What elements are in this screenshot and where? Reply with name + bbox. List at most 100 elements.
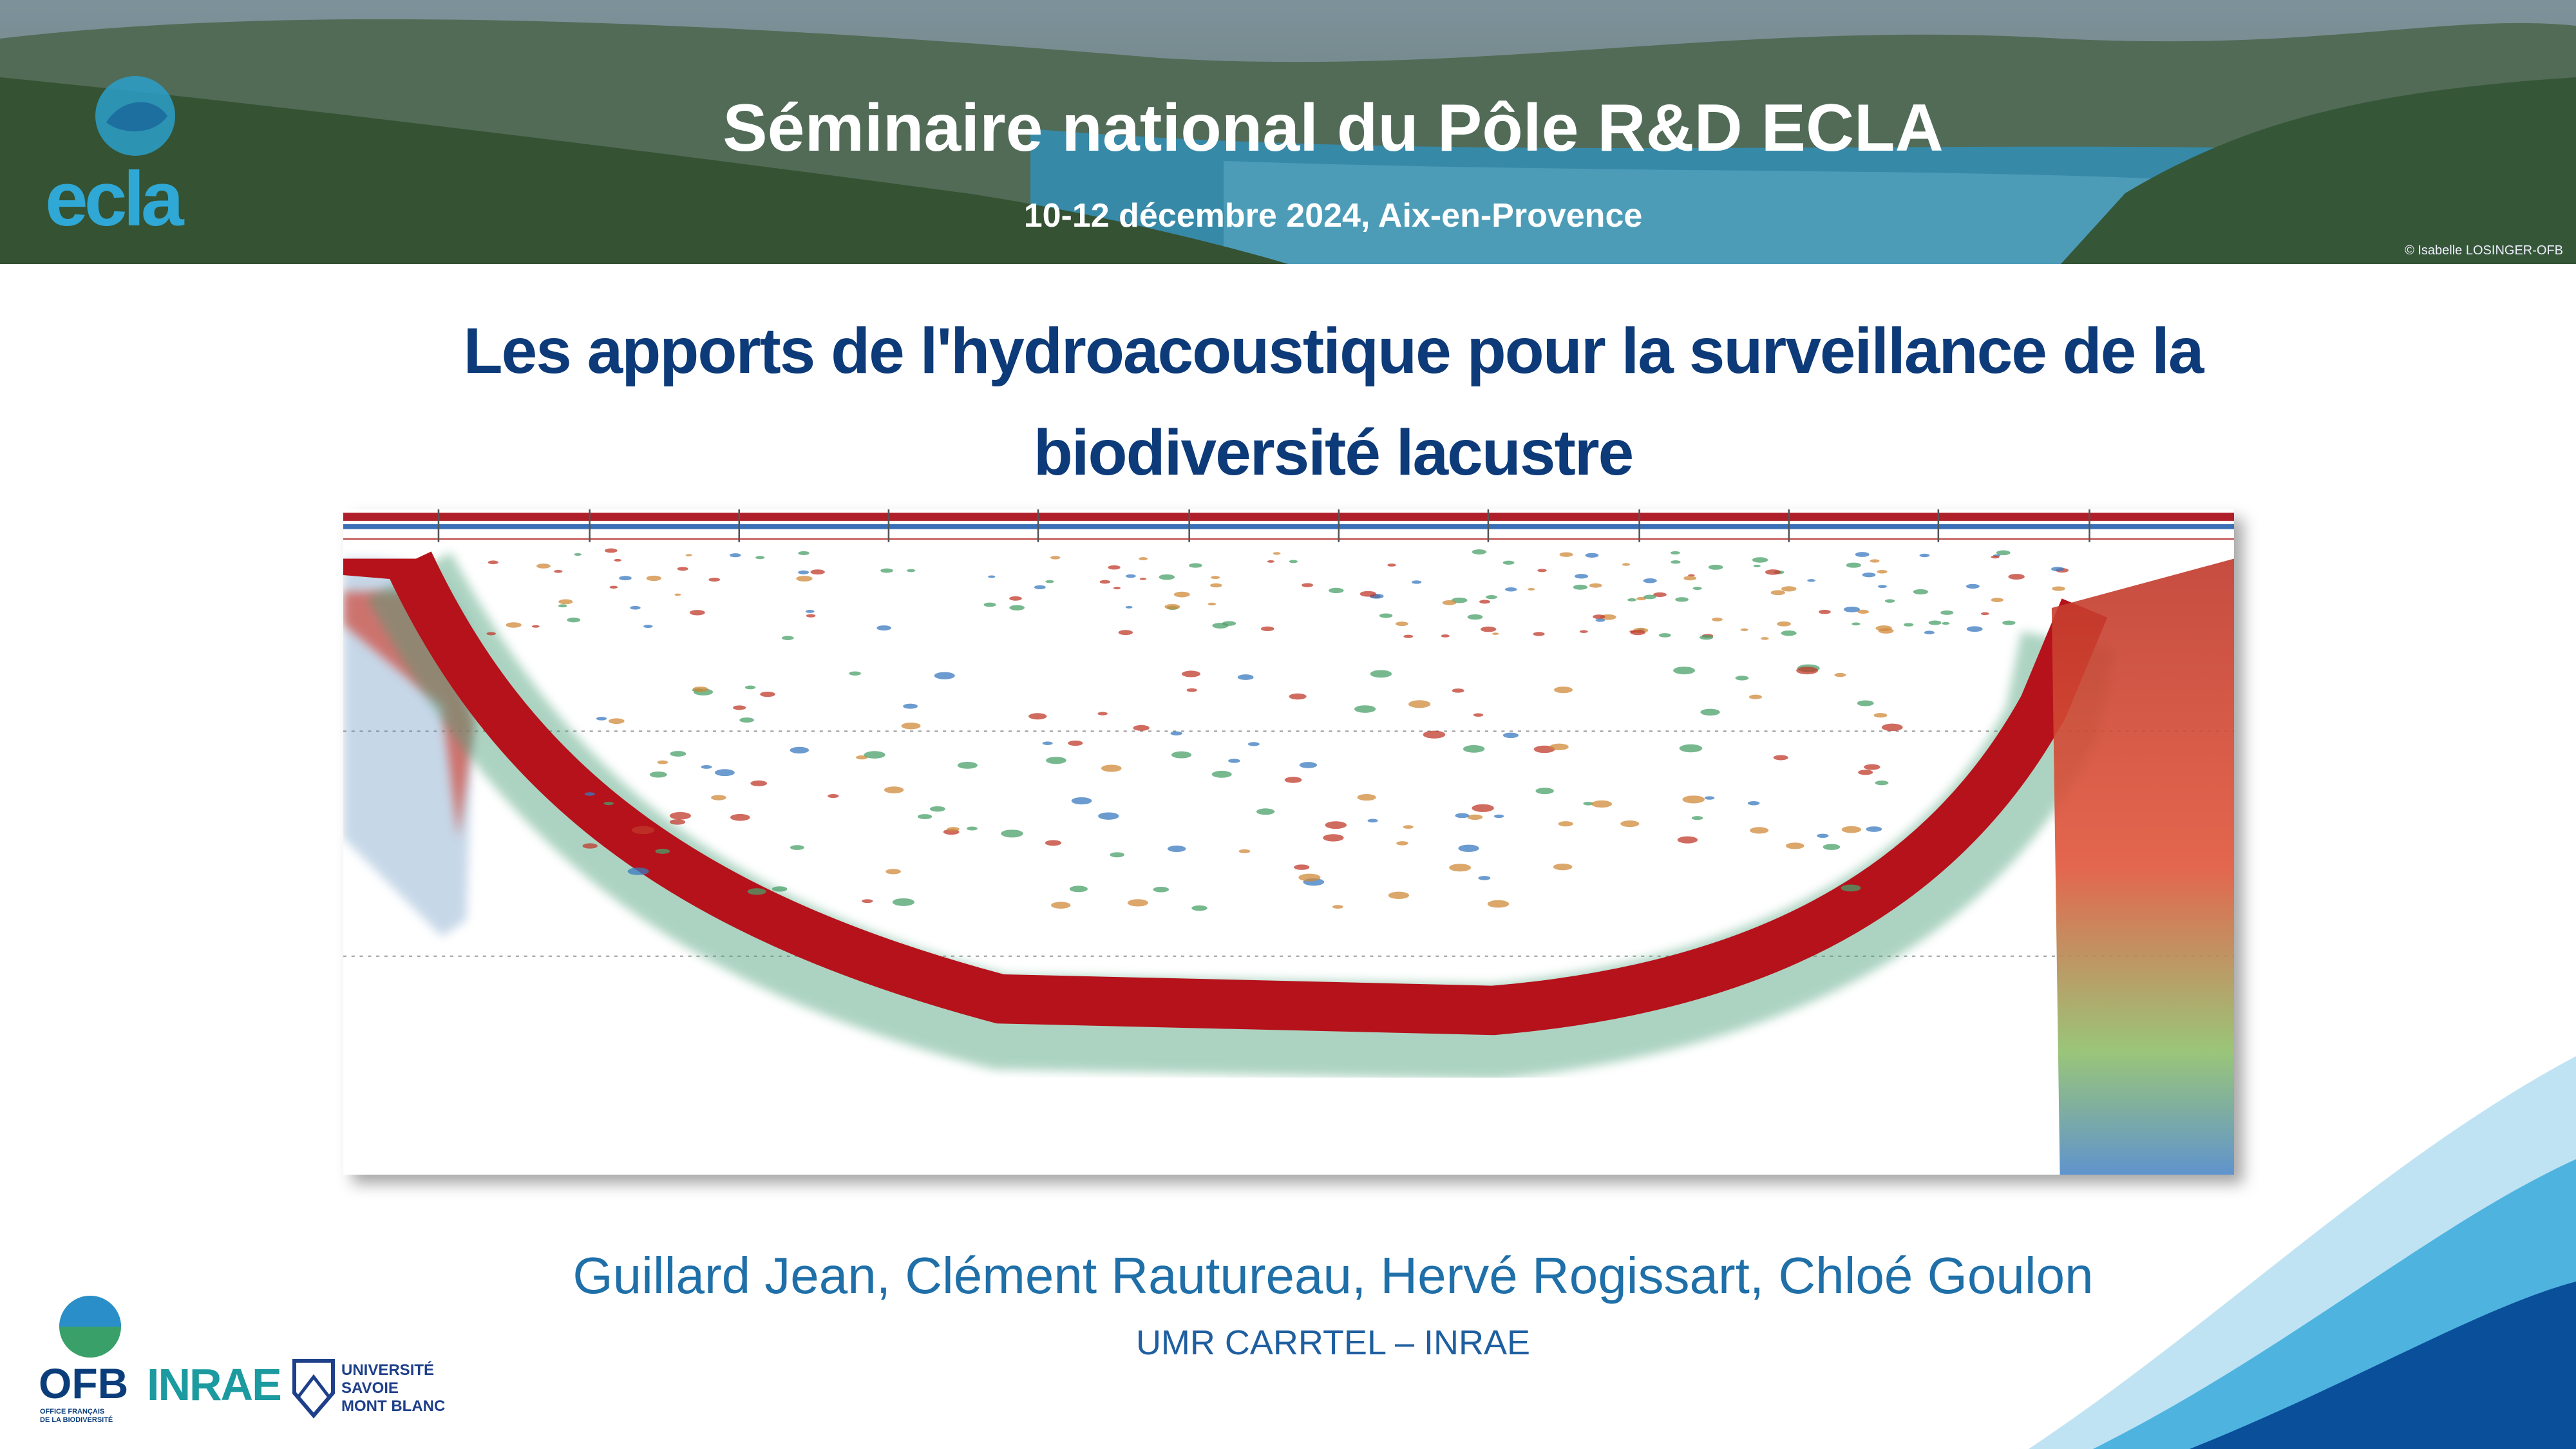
fish-echo <box>1068 740 1083 746</box>
fish-echo <box>1818 609 1831 614</box>
fish-echo <box>1325 821 1347 829</box>
fish-echo <box>1133 724 1150 731</box>
fish-echo <box>1186 688 1197 692</box>
fish-echo <box>1139 578 1147 580</box>
fish-echo <box>1247 742 1260 746</box>
fish-echo <box>2008 574 2025 580</box>
fish-echo <box>643 625 653 629</box>
fish-echo <box>701 764 712 769</box>
fish-echo <box>608 718 625 724</box>
fish-echo <box>1159 574 1175 580</box>
fish-echo <box>1173 591 1190 598</box>
fish-echo <box>1928 620 1942 625</box>
fish-echo <box>567 618 581 623</box>
fish-echo <box>1009 605 1025 611</box>
fish-echo <box>1595 618 1605 622</box>
fish-echo <box>1493 814 1504 819</box>
fish-echo <box>1873 713 1888 718</box>
fish-echo <box>669 811 691 820</box>
fish-echo <box>1781 586 1797 592</box>
fish-echo <box>669 819 686 825</box>
fish-echo <box>1042 741 1053 745</box>
fish-echo <box>1554 687 1573 694</box>
fish-echo <box>1101 764 1122 772</box>
fish-echo <box>1463 745 1485 753</box>
fish-echo <box>1323 834 1344 842</box>
fish-echo <box>1098 812 1119 820</box>
fish-echo <box>1785 842 1804 849</box>
fish-echo <box>1182 670 1200 677</box>
fish-echo <box>798 551 810 555</box>
fish-echo <box>906 569 916 573</box>
fish-echo <box>1408 700 1431 708</box>
fish-echo <box>1191 905 1208 911</box>
fish-echo <box>1549 743 1569 750</box>
fish-echo <box>1299 762 1318 768</box>
fish-echo <box>957 761 978 769</box>
fish-echo <box>1113 587 1121 590</box>
fish-echo <box>966 826 978 831</box>
fish-echo <box>1441 634 1450 638</box>
fish-echo <box>558 604 567 608</box>
fish-echo <box>1267 560 1274 563</box>
fish-echo <box>1620 820 1640 828</box>
affiliation: UMR CARRTEL – INRAE <box>1135 1323 1531 1362</box>
fish-echo <box>1574 574 1589 579</box>
fish-echo <box>582 843 598 849</box>
fish-echo <box>1256 808 1275 815</box>
fish-echo <box>1125 574 1136 578</box>
fish-echo <box>1502 560 1515 565</box>
fish-echo <box>1458 844 1479 852</box>
fish-echo <box>1403 634 1414 638</box>
fish-echo <box>1535 788 1554 795</box>
fish-echo <box>1796 667 1819 675</box>
fish-echoes <box>486 548 2069 911</box>
fish-echo <box>1553 863 1573 871</box>
fish-echo <box>1658 633 1671 638</box>
fish-echo <box>1670 551 1680 555</box>
ecla-logo: ecla <box>39 64 232 242</box>
fish-echo <box>750 780 768 786</box>
fish-echo <box>947 827 960 831</box>
fish-echo <box>1455 813 1470 819</box>
fish-echo <box>677 567 688 571</box>
fish-echo <box>2051 567 2065 572</box>
fish-echo <box>988 575 996 578</box>
fish-echo <box>1735 676 1749 681</box>
header-banner <box>0 0 2576 264</box>
fish-echo <box>1357 794 1376 801</box>
fish-echo <box>1329 587 1344 594</box>
fish-echo <box>1591 800 1613 808</box>
fish-echo <box>1071 797 1092 805</box>
fish-echo <box>1237 674 1254 680</box>
usmb-line: MONT BLANC <box>341 1397 446 1415</box>
fish-echo <box>506 622 522 628</box>
fish-echo <box>1395 621 1408 627</box>
fish-echo <box>1045 840 1062 846</box>
fish-echo <box>1097 712 1108 715</box>
fish-echo <box>1700 708 1720 716</box>
fish-echo <box>1034 585 1046 589</box>
fish-echo <box>806 614 816 618</box>
slide-title-line: biodiversité lacustre <box>1033 417 1634 489</box>
fish-echo <box>1636 596 1647 601</box>
fish-echo <box>1125 605 1133 609</box>
fish-echo <box>876 625 891 631</box>
fish-echo <box>1009 596 1022 601</box>
fish-echo <box>486 632 497 636</box>
fish-echo <box>1452 688 1464 693</box>
fish-echo <box>1841 884 1861 892</box>
fish-echo <box>1139 557 1148 560</box>
fish-echo <box>1367 819 1378 823</box>
fish-echo <box>1332 905 1343 909</box>
usmb-text: UNIVERSITÉ SAVOIE MONT BLANC <box>341 1361 445 1416</box>
fish-echo <box>1841 826 1862 833</box>
fish-echo <box>1622 563 1631 566</box>
fish-echo <box>1370 670 1392 678</box>
fish-echo <box>1765 569 1781 575</box>
fish-echo <box>1846 562 1861 568</box>
fish-echo <box>790 845 804 850</box>
fish-echo <box>1711 617 1723 621</box>
fish-echo <box>1777 621 1791 627</box>
fish-echo <box>1528 587 1535 591</box>
